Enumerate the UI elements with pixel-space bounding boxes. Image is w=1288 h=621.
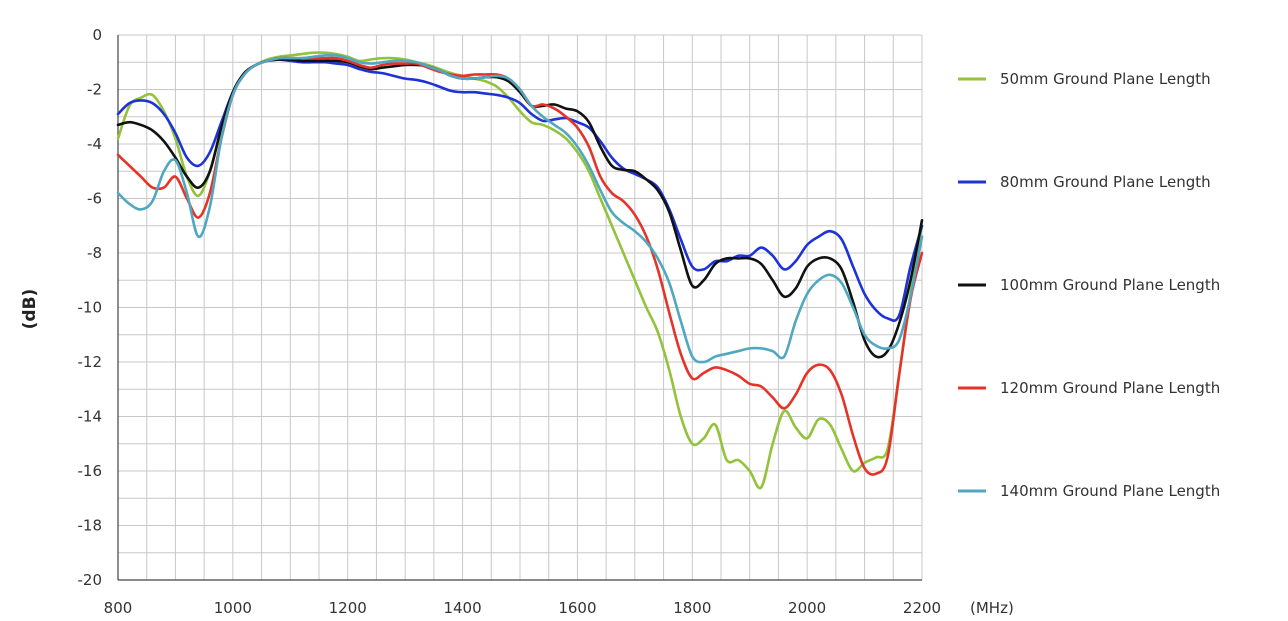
x-tick-label: 1400	[443, 599, 481, 617]
x-axis-unit: (MHz)	[970, 599, 1014, 617]
y-tick-label: 0	[92, 26, 102, 44]
legend-label-1: 50mm Ground Plane Length	[1000, 70, 1211, 88]
y-tick-label: -16	[78, 462, 103, 480]
y-tick-label: -8	[87, 244, 102, 262]
series-lines	[116, 51, 924, 490]
legend-label-4: 120mm Ground Plane Length	[1000, 379, 1220, 397]
legend: 50mm Ground Plane Length 80mm Ground Plan…	[958, 70, 1220, 500]
series-line-5	[116, 53, 924, 364]
x-tick-label: 2000	[788, 599, 826, 617]
x-tick-label: 1200	[329, 599, 367, 617]
legend-label-2: 80mm Ground Plane Length	[1000, 173, 1211, 191]
y-tick-label: -4	[87, 135, 102, 153]
x-tick-label: 1600	[558, 599, 596, 617]
x-tick-label: 800	[104, 599, 133, 617]
y-tick-label: -20	[78, 571, 103, 589]
y-tick-label: -2	[87, 81, 102, 99]
legend-label-3: 100mm Ground Plane Length	[1000, 276, 1220, 294]
tick-labels: 800 1000 1200 1400 1600 1800 2000 2200 0 -2 -4 -6 -8…	[78, 26, 942, 617]
y-tick-label: -14	[78, 408, 103, 426]
legend-label-5: 140mm Ground Plane Length	[1000, 482, 1220, 500]
y-axis-label: (dB)	[20, 289, 40, 330]
grid	[117, 34, 923, 581]
y-tick-label: -10	[78, 299, 103, 317]
x-tick-label: 2200	[903, 599, 941, 617]
y-tick-label: -18	[78, 517, 103, 535]
y-tick-label: -12	[78, 353, 103, 371]
y-tick-label: -6	[87, 190, 102, 208]
x-tick-label: 1800	[673, 599, 711, 617]
x-tick-label: 1000	[214, 599, 252, 617]
